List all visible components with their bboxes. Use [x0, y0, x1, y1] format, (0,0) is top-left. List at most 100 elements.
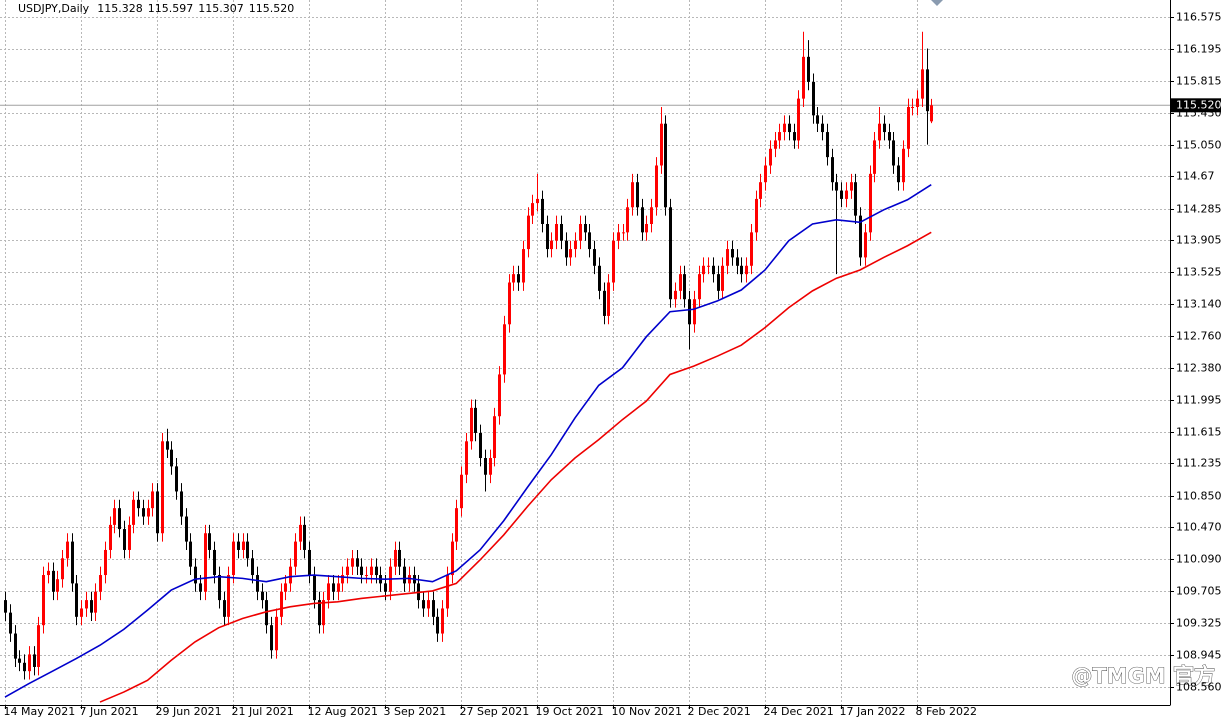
candle-body: [365, 575, 368, 577]
x-tick-label: 8 Feb 2022: [916, 705, 977, 718]
candle-body: [256, 575, 259, 592]
candle-body: [441, 608, 444, 634]
candle-body: [702, 265, 705, 275]
candle-body: [736, 257, 739, 266]
candle-body: [85, 600, 88, 609]
candle-body: [232, 541, 235, 576]
candle-body: [626, 207, 629, 233]
candle-body: [584, 223, 587, 233]
candle-body: [688, 299, 691, 325]
candle-body: [873, 140, 876, 174]
y-tick-label: 114.285: [1176, 203, 1222, 216]
candle-body: [607, 282, 610, 316]
candle-body: [617, 232, 620, 241]
candle-body: [783, 123, 786, 133]
candle-body: [360, 566, 363, 576]
candle-body: [541, 198, 544, 224]
candle-body: [213, 549, 216, 576]
candle-body: [308, 549, 311, 576]
candle-body: [180, 491, 183, 517]
candle-body: [916, 98, 919, 107]
candle-body: [427, 600, 430, 609]
candle-body: [403, 566, 406, 584]
candle-body: [864, 232, 867, 258]
y-tick-label: 108.945: [1176, 649, 1222, 662]
candle-body: [142, 508, 145, 517]
candle-body: [764, 165, 767, 183]
candle-body: [294, 541, 297, 567]
candle-body: [33, 654, 36, 667]
candle-body: [270, 625, 273, 651]
y-tick-label: 115.050: [1176, 139, 1222, 152]
candle-body: [774, 140, 777, 149]
candle-body: [303, 524, 306, 550]
y-tick-label: 110.850: [1176, 490, 1222, 503]
candle-body: [37, 625, 40, 667]
candle-body: [645, 223, 648, 233]
candle-body: [337, 583, 340, 592]
x-tick-label: 14 May 2021: [4, 705, 76, 718]
chart-header: USDJPY,Daily 115.328 115.597 115.307 115.520: [18, 2, 294, 15]
candle-body: [199, 583, 202, 592]
quote-close: 115.520: [249, 2, 295, 15]
candle-body: [375, 566, 378, 576]
candle-body: [778, 132, 781, 141]
candle-body: [907, 106, 910, 149]
candle-body: [897, 165, 900, 183]
candle-body: [759, 182, 762, 199]
candle-body: [531, 203, 534, 216]
candle-body: [859, 215, 862, 258]
candle-body: [470, 407, 473, 442]
candle-body: [512, 274, 515, 283]
candle-body: [318, 600, 321, 626]
y-tick-label: 114.67: [1176, 170, 1215, 183]
x-tick-label: 21 Jul 2021: [232, 705, 294, 718]
candle-body: [313, 575, 316, 601]
candle-body: [683, 274, 686, 300]
candle-body: [755, 198, 758, 233]
y-tick-label: 109.325: [1176, 617, 1222, 630]
candle-body: [75, 583, 78, 617]
plot: [0, 31, 1170, 703]
x-tick-label: 19 Oct 2021: [536, 705, 604, 718]
candle-body: [726, 249, 729, 266]
candle-body: [261, 591, 264, 601]
moving-average: [4, 184, 932, 698]
candle-body: [869, 173, 872, 233]
candle-body: [546, 223, 549, 250]
x-tick-label: 3 Sep 2021: [384, 705, 447, 718]
candle-body: [892, 140, 895, 166]
candle-body: [104, 549, 107, 576]
candle-body: [826, 132, 829, 158]
candle-body: [797, 98, 800, 141]
y-tick-label: 111.235: [1176, 457, 1222, 470]
y-tick-label: 112.760: [1176, 330, 1222, 343]
candle-body: [593, 249, 596, 266]
shift-marker: [931, 0, 943, 6]
candle-body: [28, 654, 31, 672]
candle-body: [71, 541, 74, 584]
price-label: 115.520: [1176, 98, 1222, 111]
x-tick-label: 24 Dec 2021: [764, 705, 834, 718]
candle-body: [351, 558, 354, 567]
candle-body: [579, 223, 582, 241]
candle-body: [527, 215, 530, 250]
candle-body: [451, 541, 454, 576]
candle-body: [508, 282, 511, 325]
candle-body: [80, 608, 83, 617]
candle-body: [769, 148, 772, 166]
candle-body: [479, 432, 482, 459]
candle-body: [246, 541, 249, 559]
candle-body: [170, 449, 173, 467]
candle-body: [802, 56, 805, 99]
candle-body: [42, 575, 45, 626]
candle-body: [522, 249, 525, 283]
candle-body: [560, 223, 563, 241]
candle-body: [489, 458, 492, 475]
candle-body: [660, 123, 663, 166]
candle-body: [655, 165, 658, 208]
candle-body: [4, 600, 7, 613]
candle-body: [712, 265, 715, 275]
candle-body: [679, 274, 682, 291]
